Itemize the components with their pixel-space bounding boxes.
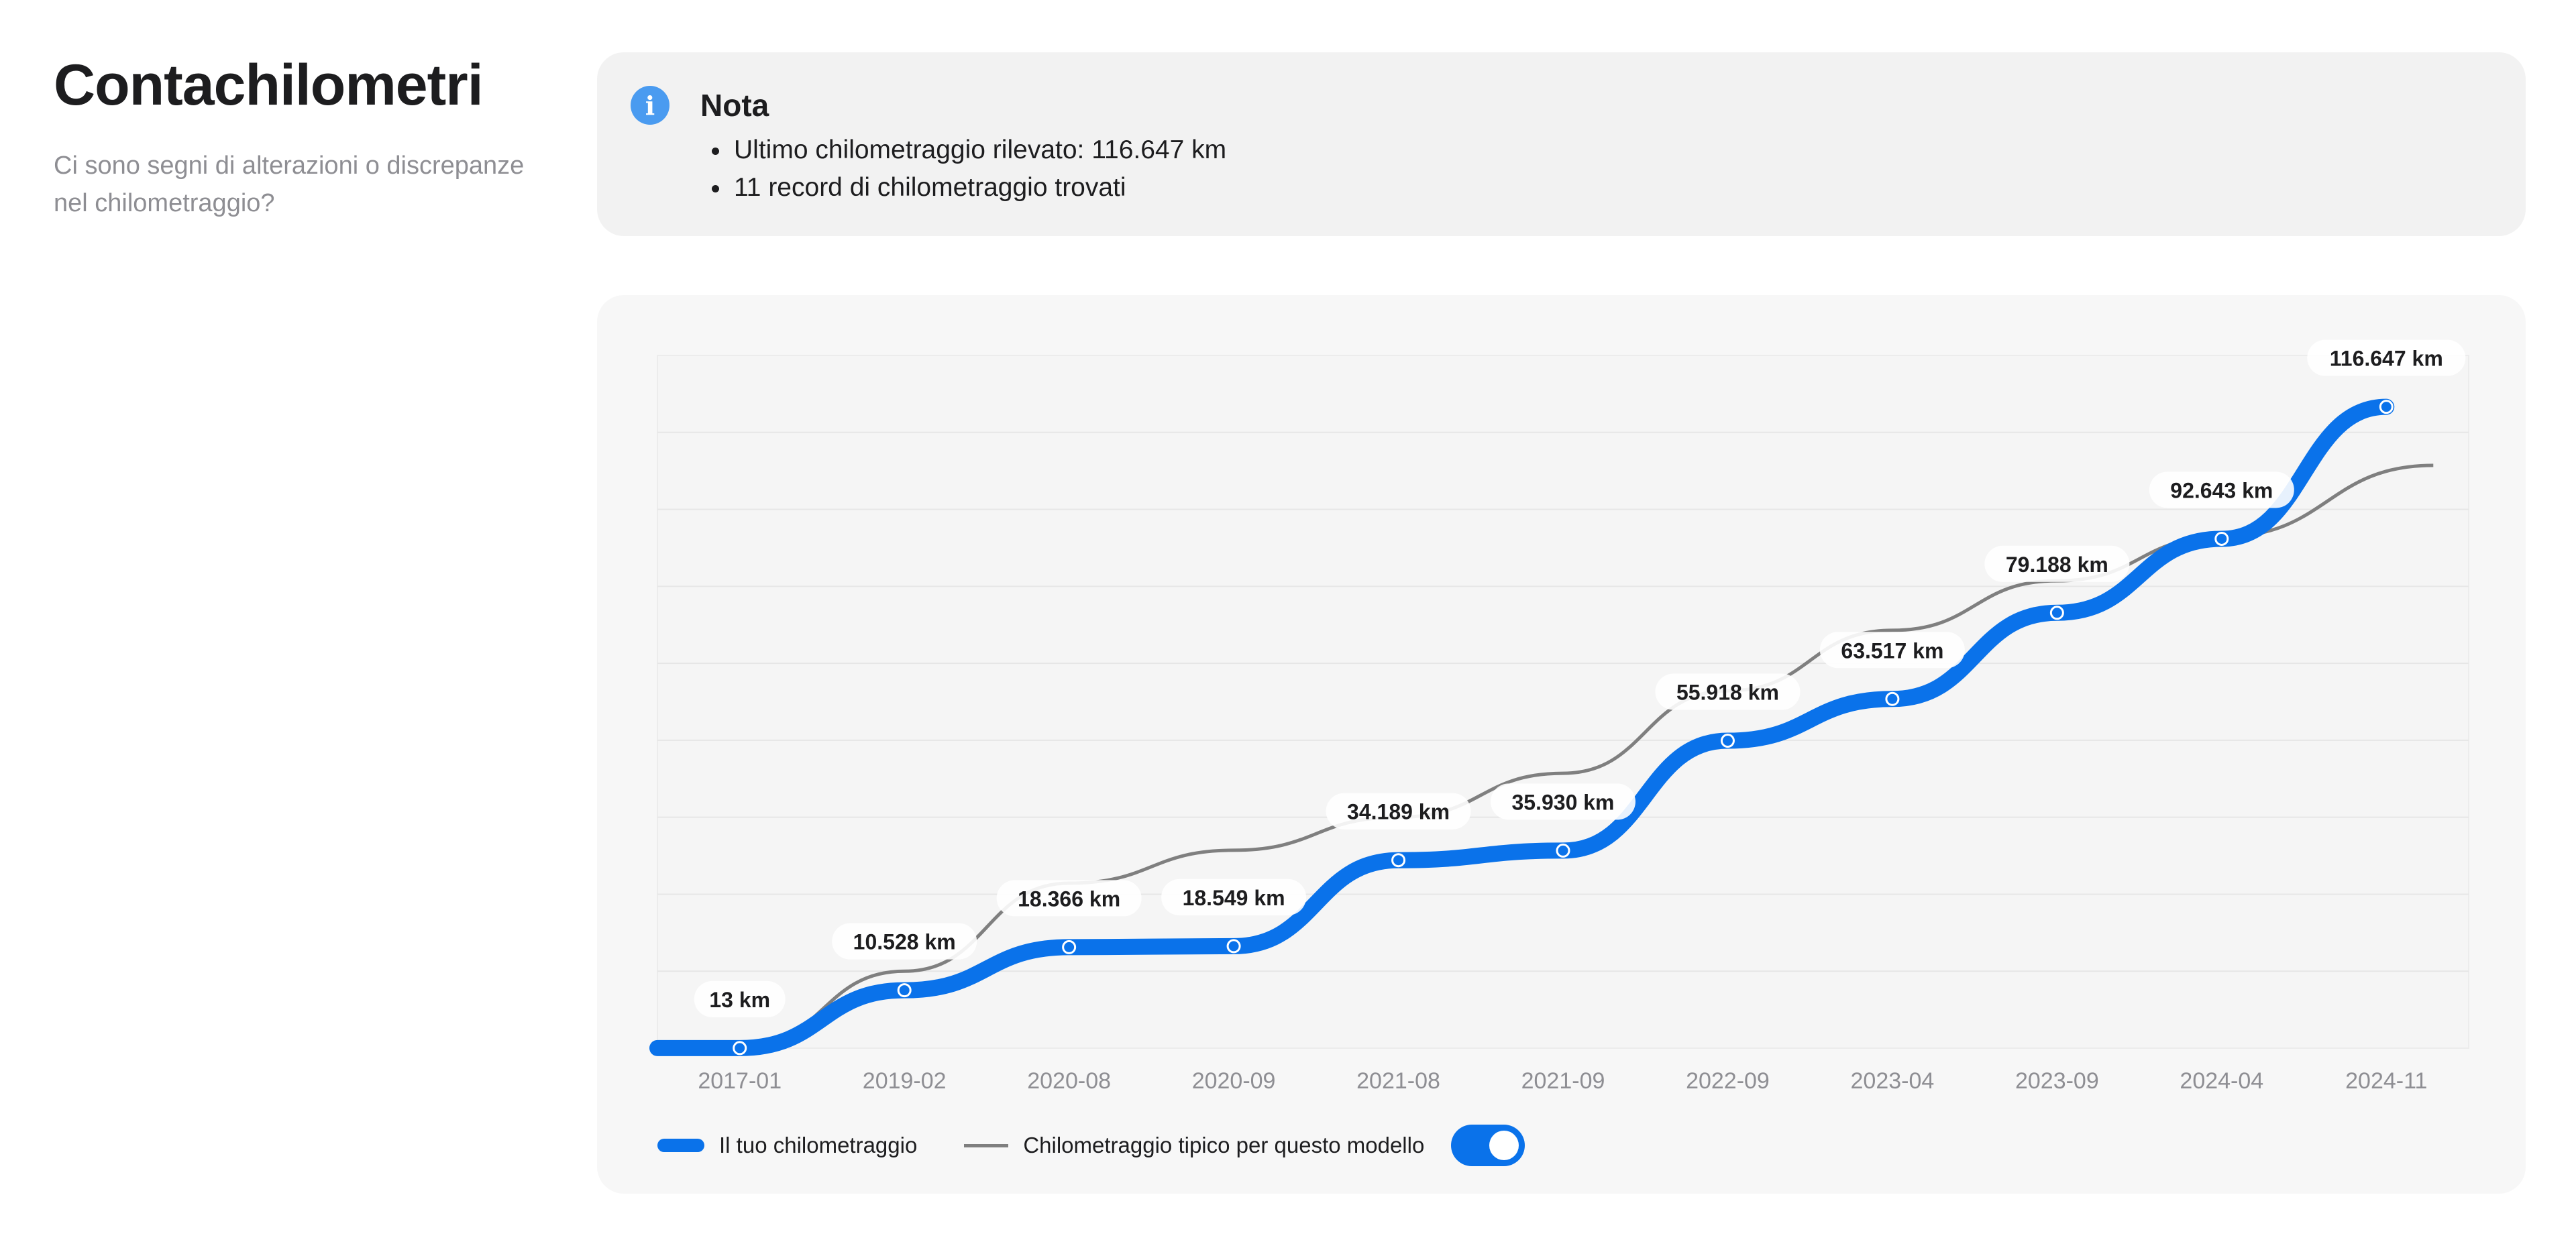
page-title: Contachilometri	[54, 53, 484, 117]
legend-own-label: Il tuo chilometraggio	[719, 1133, 918, 1157]
header-section: Contachilometri Ci sono segni di alteraz…	[54, 52, 564, 222]
x-tick-label: 2022-09	[1686, 1068, 1770, 1094]
data-label: 55.918 km	[1676, 681, 1779, 705]
x-tick-label: 2020-09	[1192, 1068, 1276, 1094]
page-subtitle: Ci sono segni di alterazioni o discrepan…	[54, 152, 525, 217]
data-label: 18.549 km	[1183, 886, 1285, 910]
legend-typical-label: Chilometraggio tipico per questo modello	[1023, 1133, 1425, 1157]
data-label-bg	[832, 923, 977, 960]
data-label: 116.647 km	[2330, 347, 2443, 371]
data-label: 92.643 km	[2170, 478, 2273, 502]
x-tick-label: 2023-09	[2015, 1068, 2099, 1094]
x-tick-label: 2020-08	[1027, 1068, 1111, 1094]
data-point	[2214, 531, 2229, 546]
data-label-bg	[1984, 545, 2130, 582]
x-tick-label: 2019-02	[863, 1068, 947, 1094]
data-point	[897, 983, 912, 998]
x-tick-label: 2021-09	[1521, 1068, 1605, 1094]
data-label-bg	[694, 980, 786, 1017]
data-label-bg	[1161, 878, 1307, 915]
data-label-bg	[1819, 632, 1965, 669]
data-label: 34.189 km	[1347, 800, 1450, 824]
toggle-knob[interactable]	[1489, 1131, 1519, 1160]
note-item-last-mileage: Ultimo chilometraggio rilevato: 116.647 …	[731, 131, 1226, 169]
info-icon: i	[631, 86, 669, 125]
note-item-record-count: 11 record di chilometraggio trovati	[731, 169, 1226, 207]
data-point	[1062, 940, 1077, 954]
note-list: Ultimo chilometraggio rilevato: 116.647 …	[700, 131, 1226, 207]
data-label: 13 km	[709, 988, 770, 1012]
data-label: 35.930 km	[1511, 790, 1614, 814]
x-tick-label: 2024-04	[2180, 1068, 2263, 1094]
data-label: 79.188 km	[2006, 553, 2108, 577]
data-label: 10.528 km	[853, 930, 956, 954]
data-label-bg	[996, 880, 1142, 917]
x-tick-label: 2023-04	[1851, 1068, 1935, 1094]
data-label-bg	[1491, 783, 1635, 820]
x-tick-label: 2024-11	[2345, 1068, 2427, 1094]
data-label-bg	[1326, 793, 1471, 830]
data-point	[1885, 691, 1900, 706]
mileage-chart: 13 km 10.528 km 18.366 km 18.549 km 34.189 k…	[649, 339, 2469, 1094]
typical-mileage-toggle[interactable]	[1451, 1125, 1525, 1166]
note-card: i Nota Ultimo chilometraggio rilevato: 1…	[597, 52, 2526, 236]
data-point	[1391, 853, 1406, 868]
data-point	[2379, 400, 2394, 414]
data-point	[1720, 734, 1735, 748]
legend-typical-swatch	[964, 1143, 1009, 1147]
data-label-bg	[2307, 339, 2466, 376]
x-tick-label: 2017-01	[698, 1068, 782, 1094]
data-point	[733, 1041, 747, 1056]
data-label-bg	[2149, 471, 2294, 508]
note-title: Nota	[700, 88, 769, 123]
legend-own-swatch	[657, 1139, 704, 1152]
data-label: 18.366 km	[1018, 887, 1120, 911]
data-point	[2049, 606, 2064, 620]
data-label: 63.517 km	[1841, 638, 1943, 663]
data-point	[1556, 843, 1570, 858]
series-line-own	[649, 398, 2395, 1056]
data-label-bg	[1655, 673, 1801, 710]
x-tick-label: 2021-08	[1356, 1068, 1440, 1094]
mileage-chart-card: 13 km 10.528 km 18.366 km 18.549 km 34.189 k…	[597, 295, 2526, 1194]
chart-legend: Il tuo chilometraggio Chilometraggio tip…	[657, 1122, 1525, 1169]
data-point	[1226, 939, 1241, 954]
